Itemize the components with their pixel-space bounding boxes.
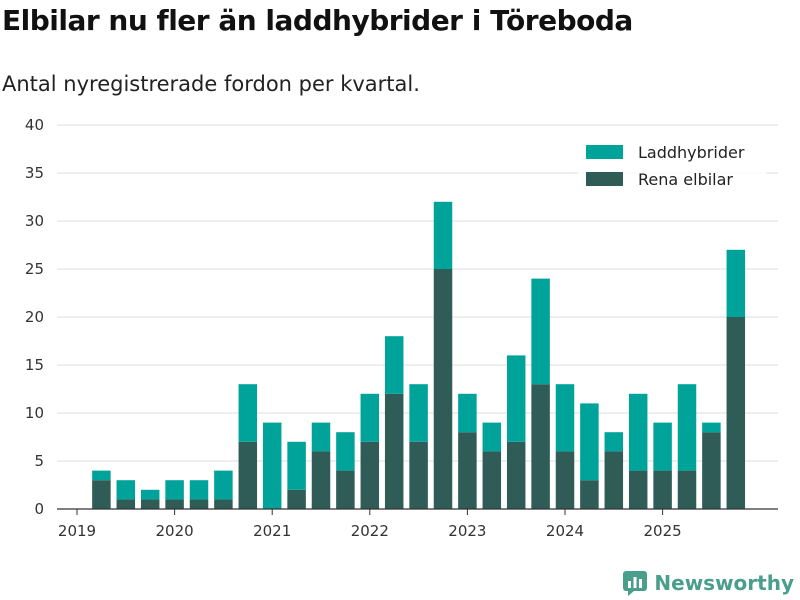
bar-rena-elbilar-0: [92, 480, 111, 509]
bar-laddhybrider-1: [116, 480, 136, 500]
bar-rena-elbilar-26: [726, 317, 746, 509]
x-tick-label-2025: 2025: [644, 522, 682, 540]
bar-rena-elbilar-19: [555, 451, 575, 509]
bar-rena-elbilar-16: [482, 451, 502, 509]
bar-rena-elbilar-3: [165, 499, 184, 509]
newsworthy-logo-icon: [623, 571, 648, 596]
bar-laddhybrider-15: [458, 393, 477, 433]
bar-laddhybrider-26: [726, 249, 746, 317]
bar-laddhybrider-8: [287, 441, 306, 490]
x-axis: 2019 2020 2021 2022 2023 2024 2025: [57, 508, 778, 540]
y-tick-label-40: 40: [25, 116, 44, 134]
y-axis-ticks: 0 5 10 15 20 25 30 35 40: [25, 116, 44, 518]
x-tick-label-2021: 2021: [253, 522, 291, 540]
y-tick-label-25: 25: [25, 260, 44, 278]
bar-laddhybrider-5: [214, 470, 233, 500]
legend-label-0: Laddhybrider: [638, 143, 745, 162]
bar-laddhybrider-13: [409, 384, 428, 442]
bar-rena-elbilar-17: [506, 441, 526, 509]
bar-laddhybrider-24: [677, 384, 697, 471]
bar-laddhybrider-4: [189, 480, 209, 500]
bar-laddhybrider-3: [165, 480, 184, 500]
bar-rena-elbilar-4: [189, 499, 209, 509]
legend-swatch-1: [586, 172, 623, 186]
bar-laddhybrider-21: [604, 432, 624, 452]
bar-laddhybrider-11: [360, 393, 380, 442]
bar-laddhybrider-22: [628, 393, 648, 471]
x-tick-label-2023: 2023: [448, 522, 486, 540]
bar-rena-elbilar-13: [409, 441, 428, 509]
newsworthy-logo-text: Newsworthy: [654, 571, 794, 595]
bar-laddhybrider-20: [580, 403, 599, 481]
y-tick-label-30: 30: [25, 212, 44, 230]
bar-rena-elbilar-14: [433, 269, 453, 509]
bar-rena-elbilar-15: [458, 432, 477, 509]
newsworthy-logo: Newsworthy: [622, 570, 794, 596]
x-tick-label-2020: 2020: [156, 522, 194, 540]
bar-rena-elbilar-6: [238, 441, 258, 509]
chart-title: Elbilar nu fler än laddhybrider i Törebo…: [2, 4, 633, 37]
bar-rena-elbilar-22: [628, 470, 648, 509]
x-tick-label-2019: 2019: [58, 522, 96, 540]
x-tick-label-2024: 2024: [546, 522, 584, 540]
bar-rena-elbilar-12: [384, 393, 404, 509]
bar-laddhybrider-18: [531, 278, 550, 385]
legend: Laddhybrider Rena elbilar: [578, 140, 766, 198]
bar-laddhybrider-9: [311, 422, 331, 452]
bar-laddhybrider-10: [336, 432, 355, 471]
bars: [92, 201, 746, 509]
bar-laddhybrider-16: [482, 422, 502, 452]
y-tick-label-15: 15: [25, 356, 44, 374]
legend-swatch-0: [586, 145, 623, 159]
y-tick-label-0: 0: [34, 500, 44, 518]
bar-laddhybrider-6: [238, 384, 258, 442]
bar-laddhybrider-17: [506, 355, 526, 442]
bar-laddhybrider-12: [384, 336, 404, 394]
y-tick-label-5: 5: [34, 452, 44, 470]
bar-rena-elbilar-24: [677, 470, 697, 509]
bar-rena-elbilar-9: [311, 451, 331, 509]
bar-laddhybrider-0: [92, 470, 111, 481]
y-tick-label-35: 35: [25, 164, 44, 182]
bar-laddhybrider-19: [555, 384, 575, 452]
bar-laddhybrider-14: [433, 201, 453, 269]
bar-rena-elbilar-1: [116, 499, 136, 509]
bar-rena-elbilar-2: [140, 499, 160, 509]
x-tick-label-2022: 2022: [351, 522, 389, 540]
chart-subtitle: Antal nyregistrerade fordon per kvartal.: [2, 72, 420, 96]
bar-laddhybrider-2: [140, 489, 160, 500]
bar-rena-elbilar-10: [336, 470, 355, 509]
bar-rena-elbilar-21: [604, 451, 624, 509]
bar-rena-elbilar-25: [702, 432, 721, 509]
bar-laddhybrider-7: [262, 422, 282, 509]
bar-laddhybrider-23: [653, 422, 672, 471]
bar-rena-elbilar-20: [580, 480, 599, 509]
bar-rena-elbilar-5: [214, 499, 233, 509]
bar-rena-elbilar-18: [531, 384, 550, 509]
y-tick-label-10: 10: [25, 404, 44, 422]
bar-rena-elbilar-8: [287, 489, 306, 509]
legend-label-1: Rena elbilar: [638, 170, 733, 189]
bar-laddhybrider-25: [702, 422, 721, 433]
bar-rena-elbilar-23: [653, 470, 672, 509]
y-tick-label-20: 20: [25, 308, 44, 326]
bar-rena-elbilar-11: [360, 441, 380, 509]
